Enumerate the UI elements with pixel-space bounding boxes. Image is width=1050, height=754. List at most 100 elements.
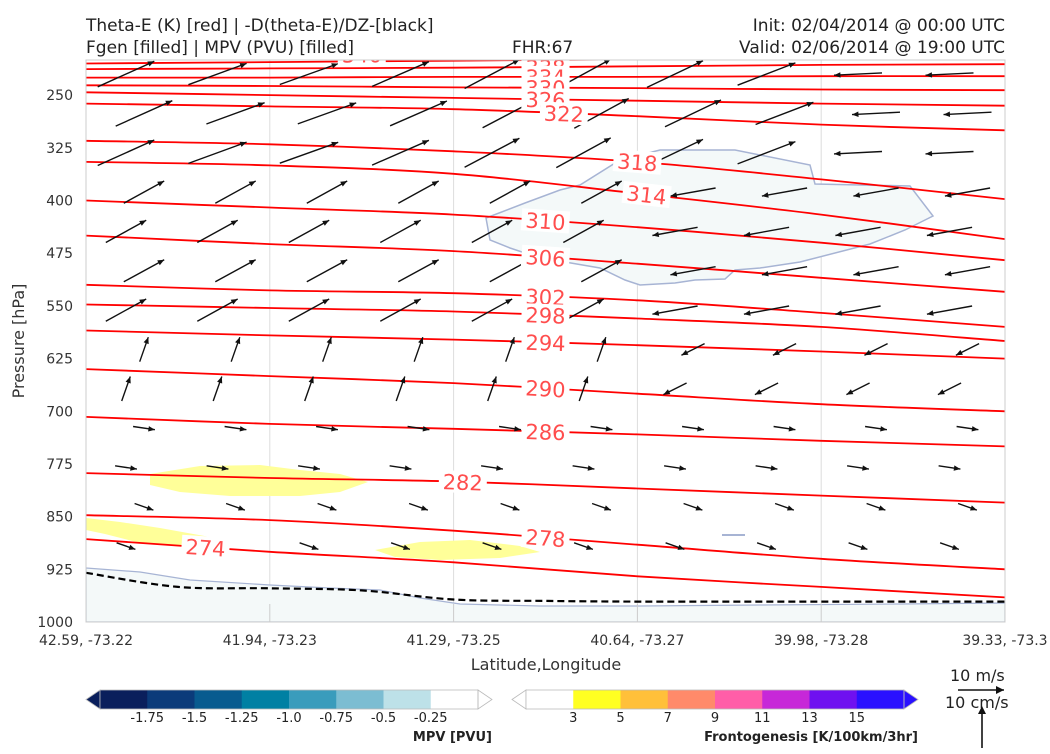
wind-arrowhead (308, 376, 314, 384)
wind-arrowhead (165, 100, 173, 106)
y-tick-label: 925 (46, 562, 73, 578)
fgen-colorbar-tick: 7 (664, 711, 672, 726)
theta-e-label-298: 298 (525, 303, 566, 329)
wind-arrowhead (864, 349, 872, 356)
wind-arrowhead (421, 61, 429, 67)
y-tick-label: 400 (46, 194, 73, 210)
theta-e-isentrope-274 (86, 538, 1005, 599)
wind-arrow (664, 99, 722, 128)
wind-arrow (297, 102, 357, 125)
theta-e-label-group: 278 (520, 524, 571, 552)
wind-arrowhead (695, 505, 703, 511)
wind-arrowhead (670, 192, 678, 198)
wind-arrow (489, 180, 531, 204)
wind-arrowhead (926, 231, 934, 237)
wind-arrowhead (596, 220, 604, 226)
wind-arrow (835, 305, 881, 315)
wind-arrow (105, 219, 147, 244)
theta-e-label-group: 318 (612, 149, 663, 176)
wind-arrowhead (143, 337, 149, 345)
wind-arrow (562, 219, 605, 244)
wind-arrowhead (238, 505, 245, 511)
wind-arrowhead (937, 389, 945, 395)
wind-arrowhead (230, 299, 238, 305)
wind-arrowhead (697, 426, 704, 432)
mpv-colorbar-swatch (241, 690, 290, 709)
wind-arrowhead (834, 72, 841, 78)
mpv-colorbar-tick: -0.25 (414, 711, 448, 726)
wind-arrowhead (761, 271, 769, 277)
wind-arrowhead (926, 310, 934, 316)
mpv-colorbar-tick: -0.75 (319, 711, 353, 726)
mpv-colorbar-tick: -1.5 (182, 711, 207, 726)
fgen-colorbar-swatch (573, 690, 621, 709)
wind-arrow (279, 141, 339, 164)
wind-arrow (652, 226, 698, 237)
wind-arrowhead (587, 465, 595, 471)
mpv-colorbar-swatch (430, 690, 479, 709)
mpv-colorbar-swatch (194, 690, 243, 709)
mpv-colorbar-tick: -1.25 (225, 711, 259, 726)
wind-arrowhead (148, 426, 155, 432)
wind-arrowhead (772, 349, 780, 356)
y-tick-label: 250 (46, 88, 73, 104)
mpv-colorbar-extend-min (85, 689, 101, 710)
wind-arrow (737, 140, 796, 165)
mpv-colorbar-swatch (147, 690, 195, 709)
wind-arrow (851, 111, 901, 116)
wind-arrowhead (846, 389, 854, 395)
y-tick-label: 775 (46, 457, 73, 473)
wind-arrow (646, 60, 704, 89)
y-tick-label: 475 (46, 246, 73, 262)
wind-arrowhead (761, 192, 769, 198)
wind-arrowhead (326, 337, 332, 345)
wind-arrowhead (835, 231, 843, 237)
plot-frame (85, 59, 1006, 623)
wind-arrow (306, 259, 348, 283)
y-axis: 250 325 400 475 550 625 700 775 850 925 1000 (37, 88, 73, 631)
fgen-colorbar-swatch (620, 690, 669, 709)
wind-reference-vertical-label: 10 cm/s (945, 693, 1009, 712)
wind-arrowhead (853, 271, 861, 277)
wind-arrow (944, 266, 991, 276)
wind-arrow (379, 298, 422, 322)
wind-arrowhead (146, 505, 154, 511)
wind-arrowhead (257, 102, 265, 108)
fgen-colorbar-tick: 3 (569, 711, 577, 726)
header-title-line1: Theta-E (K) [red] | -D(theta-E)/DZ-[blac… (85, 16, 434, 36)
wind-arrowhead (235, 337, 241, 345)
theta-e-label-bg (621, 180, 672, 209)
mpv-colorbar-swatch (383, 690, 432, 709)
theta-e-labels: 3463423383343303263223183143103063022982… (180, 60, 672, 562)
wind-arrowhead (331, 141, 339, 147)
wind-arrowhead (230, 220, 238, 226)
wind-arrow (833, 72, 883, 76)
wind-arrowhead (221, 465, 229, 471)
wind-arrowhead (512, 505, 520, 511)
wind-arrowhead (509, 337, 515, 345)
wind-arrowhead (971, 426, 979, 432)
wind-arrowhead (670, 271, 678, 277)
fgen-colorbar-swatch (762, 690, 810, 709)
wind-arrowhead (788, 426, 796, 432)
dthetae-dz-contour (86, 571, 1005, 603)
header-title-line2: Fgen [filled] | MPV (PVU) [filled] (86, 38, 354, 58)
x-tick-label: 39.33, -73.3 (962, 633, 1047, 649)
wind-arrow (853, 266, 899, 276)
wind-arrowhead (431, 259, 439, 266)
fgen-colorbar-tick: 5 (616, 711, 624, 726)
wind-arrowhead (130, 465, 137, 471)
header-valid: Valid: 02/06/2014 @ 19:00 UTC (739, 38, 1005, 58)
wind-arrow (743, 226, 790, 237)
wind-arrow (306, 180, 348, 204)
wind-arrow (743, 305, 790, 315)
mpv-colorbar-swatch (100, 690, 148, 709)
wind-arrowhead (714, 100, 721, 106)
wind-arrow (755, 101, 814, 126)
wind-arrowhead (331, 63, 339, 69)
wind-arrowhead (491, 376, 497, 384)
wind-arrow (761, 187, 808, 197)
theta-e-label-bg (180, 534, 231, 560)
wind-arrow (464, 137, 520, 168)
